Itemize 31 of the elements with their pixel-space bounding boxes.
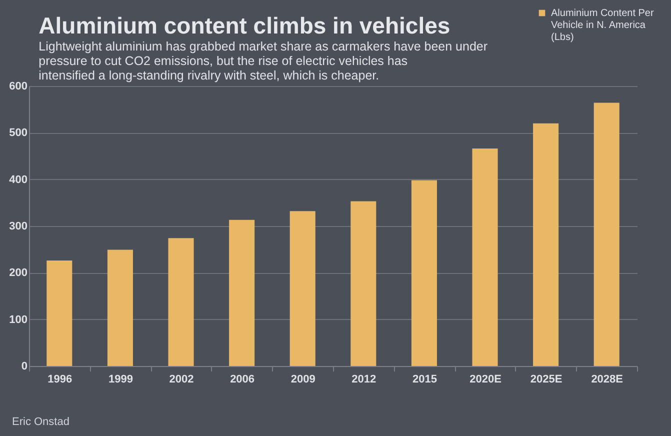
bar (168, 238, 194, 366)
x-tick-label: 2002 (169, 374, 194, 386)
bar (411, 180, 437, 366)
x-tick-label: 2028E (591, 374, 624, 386)
bar (594, 102, 620, 366)
x-tick-label: 2020E (470, 374, 502, 386)
y-tick-label: 500 (9, 127, 28, 140)
text: Eric Onstad (12, 416, 70, 428)
legend-label: Aluminium Content Per Vehicle in N. America (Lbs) (551, 8, 654, 43)
bar (107, 250, 133, 366)
bar (290, 211, 316, 366)
y-tick-label: 600 (9, 80, 28, 92)
y-tick-label: 400 (9, 174, 28, 186)
bar (472, 148, 498, 366)
x-tick-label: 1999 (108, 374, 133, 386)
x-tick-label: 2015 (412, 374, 437, 386)
y-tick-label: 300 (9, 220, 28, 232)
bar (46, 260, 72, 366)
chart-title: Aluminium content climbs in vehicles (38, 12, 450, 38)
x-tick-label: 2006 (230, 374, 255, 386)
bar (533, 123, 559, 366)
bar (350, 201, 376, 366)
chart-subtitle: Lightweight aluminium has grabbed market share as carmakers have been under pressure to cut CO2 emissions, but the rise of electric vehicles has intensified a long-standing rivalry with steel, which is cheaper. (38, 40, 488, 82)
y-tick-label: 0 (21, 360, 28, 372)
x-tick-label: 2012 (352, 374, 376, 386)
x-tick-label: 2009 (290, 374, 316, 386)
bar (229, 220, 255, 366)
x-tick-label: 1996 (48, 374, 72, 386)
y-tick-label: 200 (9, 267, 28, 280)
y-tick-label: 100 (9, 314, 28, 326)
x-tick-label: 2025E (530, 374, 562, 386)
